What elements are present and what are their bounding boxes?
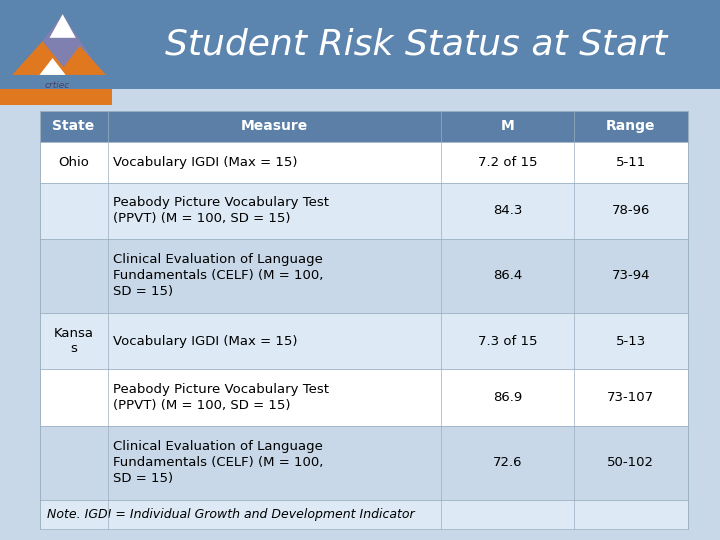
Bar [40,426,688,500]
Bar [40,183,688,239]
Bar [0,89,112,105]
Text: Vocabulary IGDI (Max = 15): Vocabulary IGDI (Max = 15) [114,334,298,348]
Text: 78-96: 78-96 [612,204,650,217]
Polygon shape [58,46,106,75]
Text: Peabody Picture Vocabulary Test
(PPVT) (M = 100, SD = 15): Peabody Picture Vocabulary Test (PPVT) (… [114,383,329,412]
Text: 5-11: 5-11 [616,156,646,169]
Polygon shape [17,14,103,75]
Text: Note. IGDI = Individual Growth and Development Indicator: Note. IGDI = Individual Growth and Devel… [47,508,415,521]
Text: 50-102: 50-102 [608,456,654,469]
Text: 72.6: 72.6 [493,456,523,469]
Text: 84.3: 84.3 [493,204,523,217]
Text: 86.9: 86.9 [493,391,523,404]
Text: M: M [501,119,515,133]
Bar [40,142,688,183]
Text: Clinical Evaluation of Language
Fundamentals (CELF) (M = 100,
SD = 15): Clinical Evaluation of Language Fundamen… [114,253,324,299]
Polygon shape [40,58,66,75]
Text: 7.2 of 15: 7.2 of 15 [478,156,538,169]
Text: Vocabulary IGDI (Max = 15): Vocabulary IGDI (Max = 15) [114,156,298,169]
Bar [40,111,688,142]
Text: 73-94: 73-94 [612,269,650,282]
Text: Range: Range [606,119,656,133]
Text: 7.3 of 15: 7.3 of 15 [478,334,538,348]
Polygon shape [12,41,70,75]
Text: State: State [53,119,95,133]
Bar [0,0,112,540]
Polygon shape [50,14,76,38]
Bar [40,369,688,426]
Text: crtiec: crtiec [45,81,71,90]
Text: Clinical Evaluation of Language
Fundamentals (CELF) (M = 100,
SD = 15): Clinical Evaluation of Language Fundamen… [114,440,324,485]
Text: 5-13: 5-13 [616,334,646,348]
Text: Measure: Measure [241,119,308,133]
Bar [40,239,688,313]
Text: Peabody Picture Vocabulary Test
(PPVT) (M = 100, SD = 15): Peabody Picture Vocabulary Test (PPVT) (… [114,196,329,225]
Bar [40,500,688,529]
Bar [112,0,720,89]
Text: 73-107: 73-107 [608,391,654,404]
Text: Ohio: Ohio [58,156,89,169]
Text: 86.4: 86.4 [493,269,523,282]
Text: Kansa
s: Kansa s [53,327,94,355]
Bar [0,0,720,89]
Bar [40,313,688,369]
Text: Student Risk Status at Start: Student Risk Status at Start [165,28,667,62]
